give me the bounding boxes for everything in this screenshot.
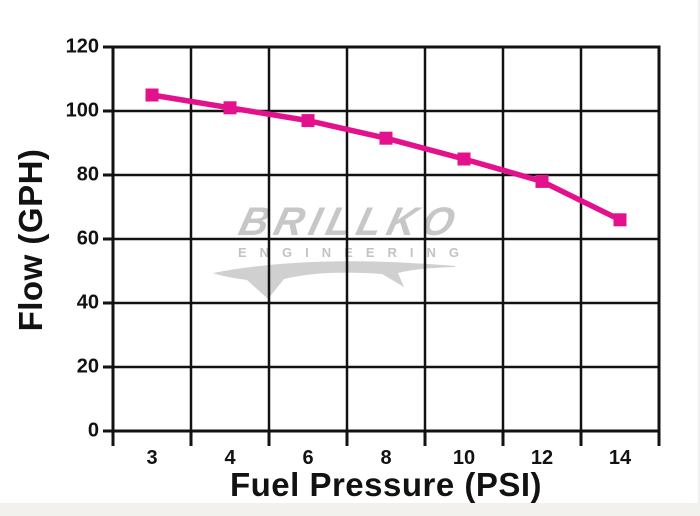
data-point-marker (613, 213, 627, 227)
data-point-marker (457, 152, 471, 166)
data-point-marker (223, 101, 237, 115)
data-point-marker (301, 114, 315, 128)
image-right-edge (698, 0, 700, 516)
image-bottom-edge (0, 503, 700, 516)
flow-series-line (149, 92, 623, 223)
watermark-subtitle: ENGINEERING (237, 245, 472, 260)
data-point-marker (379, 131, 393, 145)
watermark-swoosh-icon (213, 261, 455, 299)
watermark: BRILLKO ENGINEERING (212, 200, 488, 260)
data-point-marker (145, 88, 159, 102)
data-point-marker (535, 174, 549, 188)
